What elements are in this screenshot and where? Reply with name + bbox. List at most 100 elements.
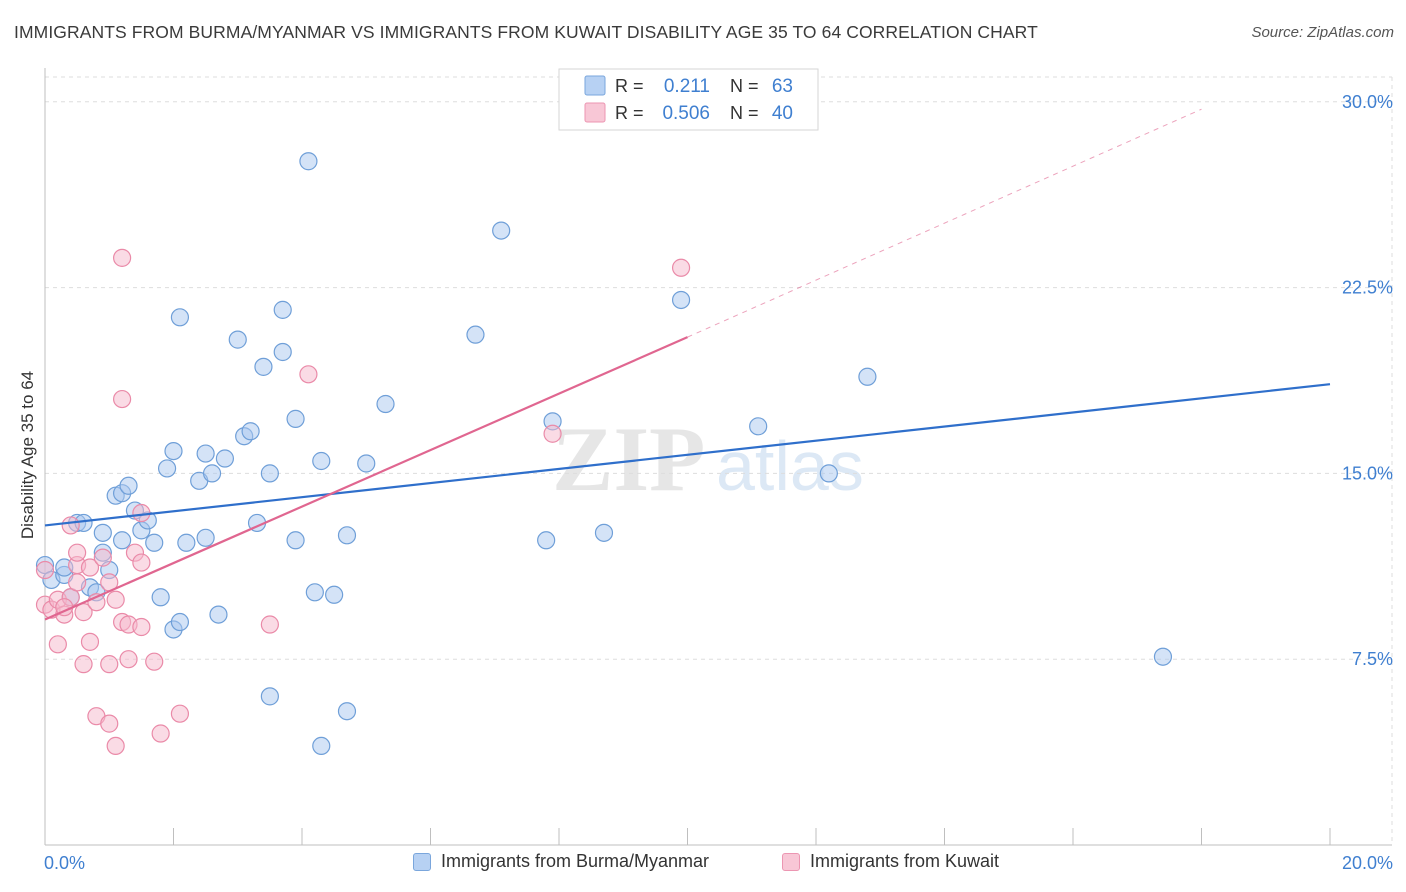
kuwait-point [35,560,55,580]
kuwait-point [132,617,151,637]
kuwait-point [100,655,119,674]
burma-point [215,449,234,468]
legend-blue-r-value: 0.211 [664,76,710,97]
legend-burma-swatch [413,852,431,871]
kuwait-point [68,543,87,562]
legend-blue-n-label: N = [730,76,759,96]
kuwait-point [119,650,138,669]
burma-point [337,526,357,545]
burma-point [119,476,138,495]
axes [44,68,1392,846]
legend-blue-n-value: 63 [772,76,793,97]
burma-point [228,330,247,349]
y-axis-label: Disability Age 35 to 64 [18,371,37,539]
x-tick-label: 20.0% [1342,853,1393,873]
burma-point [273,300,292,319]
burma-point [312,736,331,756]
y-tick-label: 22.5% [1342,278,1393,298]
burma-point [177,533,196,552]
burma-point [492,221,511,240]
kuwait-point [74,655,93,674]
burma-point [537,531,556,550]
kuwait-point [112,248,132,267]
burma-point [286,531,305,550]
kuwait-point [80,632,100,651]
kuwait-point [260,615,279,634]
burma-point [749,417,768,436]
burma-trend-line [44,383,1331,527]
legend-kuwait-label: Immigrants from Kuwait [810,851,1000,871]
burma-point [273,342,292,362]
burma-point [196,444,215,463]
burma-point [112,531,132,550]
burma-point [337,702,357,721]
kuwait-point [106,590,125,609]
legend-item-burma[interactable]: Immigrants from Burma/Myanmar [413,851,709,872]
burma-point [466,325,485,344]
y-tick-label: 7.5% [1352,649,1393,669]
burma-point [145,533,164,552]
burma-point [325,585,344,604]
burma-point [93,523,112,542]
x-tick-label: 0.0% [44,853,85,873]
data-points [35,152,1173,756]
legend-bottom: Immigrants from Burma/Myanmar Immigrants… [0,851,1406,877]
burma-point [157,459,177,478]
kuwait-point [151,724,170,743]
kuwait-point [299,365,318,384]
y-tick-label: 30.0% [1342,92,1393,112]
burma-point [164,441,183,461]
burma-point [1153,647,1173,666]
burma-point [151,588,170,607]
kuwait-point [170,704,190,723]
kuwait-trend-line [44,336,688,621]
chart-title: IMMIGRANTS FROM BURMA/MYANMAR VS IMMIGRA… [14,22,1038,42]
legend-kuwait-swatch [782,852,800,871]
burma-point [254,357,273,376]
burma-point [241,422,260,441]
burma-point [312,451,331,471]
x-tick-labels: 0.0% 20.0% [44,853,1393,873]
kuwait-point [68,573,87,592]
burma-point [286,409,305,428]
kuwait-point [93,548,112,567]
kuwait-point [671,258,691,277]
burma-point [170,612,190,632]
kuwait-point [132,553,151,572]
legend-burma-label: Immigrants from Burma/Myanmar [441,851,710,871]
burma-point [170,308,190,327]
burma-point [260,464,279,483]
watermark-atlas: atlas [716,427,864,505]
burma-point [299,152,318,171]
legend-pink-swatch [584,102,606,123]
kuwait-point [61,516,80,535]
legend-item-kuwait[interactable]: Immigrants from Kuwait [782,851,999,872]
burma-point [209,605,228,624]
burma-point [260,687,279,706]
burma-point [376,394,395,414]
trend-lines [44,108,1331,621]
legend-pink-n-label: N = [730,103,759,123]
burma-point [858,367,877,386]
burma-point [202,464,222,483]
watermark-zip: ZIP [552,408,705,510]
kuwait-point [112,389,132,409]
kuwait-trend-extension [687,108,1202,338]
burma-point [196,528,215,547]
burma-point [594,523,614,542]
y-tick-labels: 7.5% 15.0% 22.5% 30.0% [1342,92,1393,669]
kuwait-point [145,652,164,671]
kuwait-point [48,635,67,654]
burma-point [305,583,324,602]
burma-point [671,290,691,310]
legend-pink-r-label: R = [615,103,644,123]
kuwait-point [543,424,562,443]
kuwait-point [100,714,119,733]
burma-point [357,454,376,473]
legend-pink-r-value: 0.506 [662,103,710,124]
legend-blue-swatch [584,75,606,96]
kuwait-point [80,558,100,577]
source-credit: Source: ZipAtlas.com [1251,24,1394,41]
burma-point [819,464,838,483]
